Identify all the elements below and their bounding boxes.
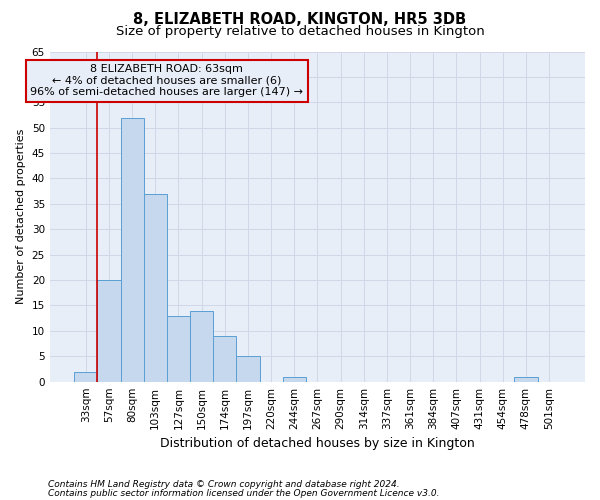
X-axis label: Distribution of detached houses by size in Kington: Distribution of detached houses by size … — [160, 437, 475, 450]
Text: Contains public sector information licensed under the Open Government Licence v3: Contains public sector information licen… — [48, 488, 439, 498]
Bar — [514, 376, 538, 382]
Text: Size of property relative to detached houses in Kington: Size of property relative to detached ho… — [116, 25, 484, 38]
Bar — [213, 336, 236, 382]
Text: 8 ELIZABETH ROAD: 63sqm
← 4% of detached houses are smaller (6)
96% of semi-deta: 8 ELIZABETH ROAD: 63sqm ← 4% of detached… — [31, 64, 304, 98]
Bar — [167, 316, 190, 382]
Bar — [74, 372, 97, 382]
Text: 8, ELIZABETH ROAD, KINGTON, HR5 3DB: 8, ELIZABETH ROAD, KINGTON, HR5 3DB — [133, 12, 467, 28]
Bar — [236, 356, 260, 382]
Bar — [190, 310, 213, 382]
Y-axis label: Number of detached properties: Number of detached properties — [16, 129, 26, 304]
Bar — [97, 280, 121, 382]
Bar — [121, 118, 143, 382]
Text: Contains HM Land Registry data © Crown copyright and database right 2024.: Contains HM Land Registry data © Crown c… — [48, 480, 400, 489]
Bar — [283, 376, 306, 382]
Bar — [143, 194, 167, 382]
